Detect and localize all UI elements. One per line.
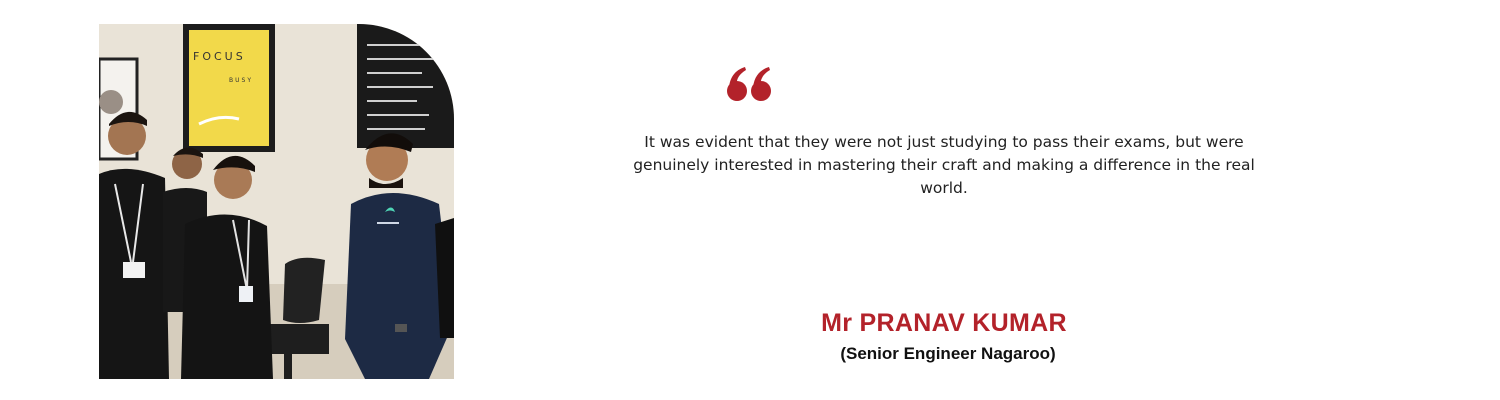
poster-busy-text: BUSY bbox=[229, 77, 253, 84]
testimonial-photo: FOCUS BUSY bbox=[99, 24, 454, 379]
photo-scene: FOCUS BUSY bbox=[99, 24, 454, 379]
poster-focus-text: FOCUS bbox=[193, 50, 246, 63]
testimonial-quote: It was evident that they were not just s… bbox=[633, 133, 1255, 197]
quote-open-icon bbox=[0, 54, 1500, 114]
author-title: (Senior Engineer Nagaroo) bbox=[840, 344, 1056, 363]
author-name: Mr PRANAV KUMAR bbox=[821, 309, 1067, 337]
